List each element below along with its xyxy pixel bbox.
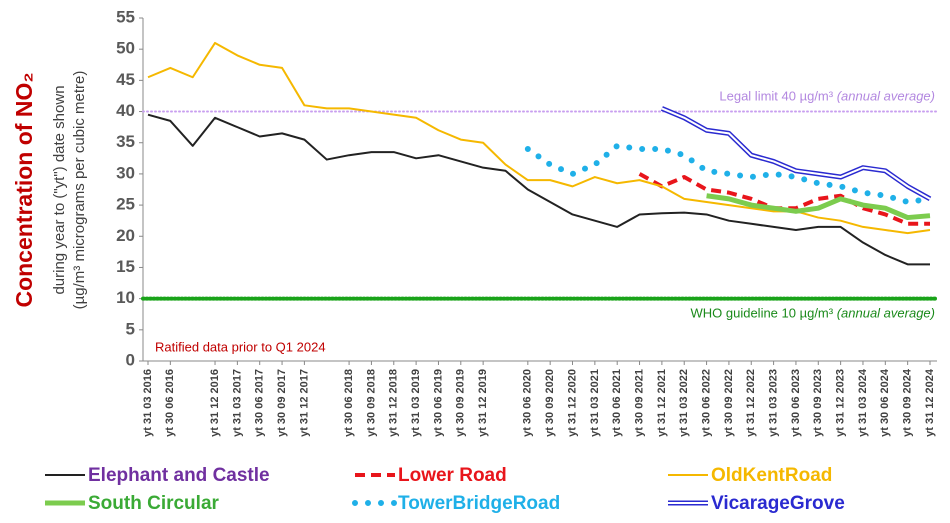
x-tick-label: yt 31 03 2022 xyxy=(678,369,690,437)
x-tick-label: yt 31 12 2022 xyxy=(745,369,757,437)
y-tick-label: 50 xyxy=(116,39,135,58)
y-tick-label: 45 xyxy=(116,70,135,89)
y-tick-label: 10 xyxy=(116,288,135,307)
x-tick-label: yt 31 12 2023 xyxy=(835,369,847,437)
x-tick-label: yt 31 03 2021 xyxy=(589,369,601,437)
y-tick-label: 20 xyxy=(116,226,135,245)
x-tick-label: yt 31 03 2019 xyxy=(410,369,422,437)
x-tick-label: yt 30 06 2023 xyxy=(790,369,802,437)
series-line xyxy=(524,142,933,205)
x-tick-label: yt 30 06 2016 xyxy=(164,369,176,437)
y-tick-label: 0 xyxy=(126,350,135,369)
x-tick-label: yt 31 03 2023 xyxy=(768,369,780,437)
x-tick-label: yt 31 12 2021 xyxy=(656,369,668,437)
series-line xyxy=(147,113,930,266)
x-tick-label: yt 30 09 2018 xyxy=(365,369,377,437)
legend-label: OldKentRoad xyxy=(711,465,832,486)
series-line xyxy=(706,193,931,221)
y-title: Concentration of NO₂ xyxy=(11,72,37,307)
x-tick-label: yt 31 12 2020 xyxy=(566,369,578,437)
y-subtitle: during year to ("yt") date shown xyxy=(51,85,68,294)
x-tick-label: yt 31 12 2019 xyxy=(477,369,489,437)
reference-label-italic: (annual average) xyxy=(837,89,935,104)
x-tick-label: yt 30 09 2019 xyxy=(455,369,467,437)
series-line xyxy=(638,172,930,226)
y-subtitle: (µg/m³ micrograms per cubic metre) xyxy=(71,71,88,310)
x-tick-label: yt 30 06 2020 xyxy=(522,369,534,437)
x-tick-label: yt 30 06 2017 xyxy=(254,369,266,437)
x-tick-label: yt 31 12 2017 xyxy=(298,369,310,437)
reference-label-italic: (annual average) xyxy=(837,306,935,321)
y-tick-label: 5 xyxy=(126,319,135,338)
x-tick-label: yt 30 06 2022 xyxy=(700,369,712,437)
x-tick-label: yt 30 09 2022 xyxy=(723,369,735,437)
y-tick-label: 55 xyxy=(116,7,135,26)
y-tick-label: 15 xyxy=(116,257,135,276)
reference-label-text: WHO guideline 10 µg/m³ xyxy=(690,306,836,321)
x-tick-label: yt 30 09 2020 xyxy=(544,369,556,437)
x-tick-label: yt 31 12 2016 xyxy=(209,369,221,437)
x-tick-label: yt 31 03 2024 xyxy=(857,368,869,437)
x-tick-label: yt 31 12 2018 xyxy=(388,369,400,437)
reference-label-text: Legal limit 40 µg/m³ xyxy=(719,89,836,104)
y-tick-label: 30 xyxy=(116,163,135,182)
x-tick-label: yt 30 09 2023 xyxy=(812,369,824,437)
x-tick-label: yt 30 06 2018 xyxy=(343,369,355,437)
series-line-inner xyxy=(661,107,931,200)
y-tick-label: 25 xyxy=(116,195,135,214)
y-tick-label: 35 xyxy=(116,132,135,151)
legend-label: VicarageGrove xyxy=(711,493,845,514)
x-tick-label: yt 30 06 2024 xyxy=(879,368,891,437)
legend-label: Elephant and Castle xyxy=(88,465,270,486)
series-line xyxy=(147,41,931,235)
x-tick-label: yt 30 09 2017 xyxy=(276,369,288,437)
reference-label: Legal limit 40 µg/m³ (annual average) xyxy=(719,89,935,104)
legend-label: Lower Road xyxy=(398,465,507,486)
note: Ratified data prior to Q1 2024 xyxy=(155,339,326,354)
legend-label: TowerBridgeRoad xyxy=(398,493,560,514)
x-tick-label: yt 31 03 2017 xyxy=(231,369,243,437)
x-tick-label: yt 30 09 2024 xyxy=(902,368,914,437)
x-tick-label: yt 31 12 2024 xyxy=(924,368,936,437)
x-tick-label: yt 31 03 2016 xyxy=(142,369,154,437)
y-tick-label: 40 xyxy=(116,101,135,120)
x-tick-label: yt 30 06 2021 xyxy=(611,369,623,437)
x-tick-label: yt 30 09 2021 xyxy=(633,369,645,437)
reference-label: WHO guideline 10 µg/m³ (annual average) xyxy=(690,306,935,321)
x-tick-label: yt 30 06 2019 xyxy=(432,369,444,437)
legend-label: South Circular xyxy=(88,493,220,514)
